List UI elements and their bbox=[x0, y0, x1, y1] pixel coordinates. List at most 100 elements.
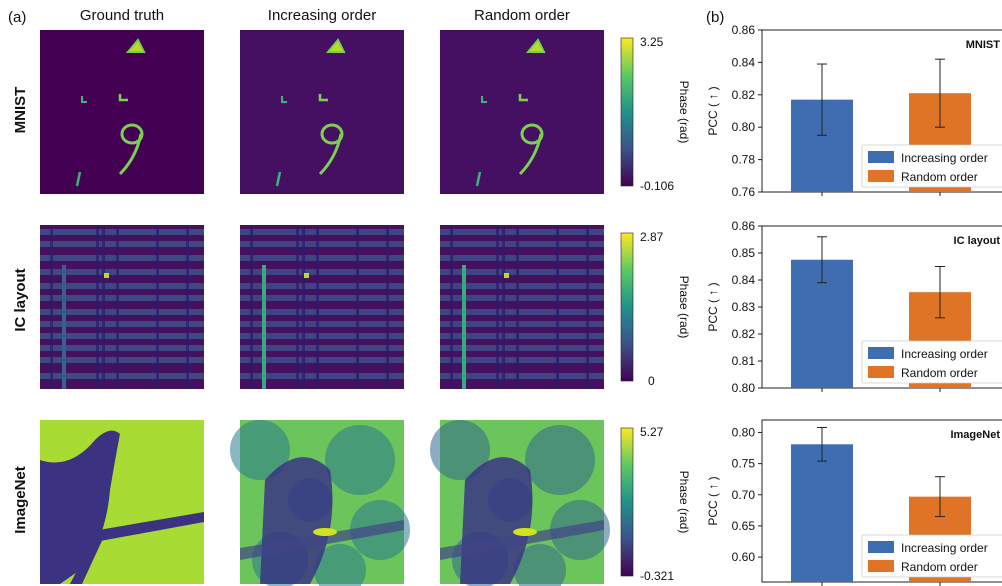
ic-horizontal-line bbox=[240, 283, 404, 289]
ic-horizontal-line bbox=[240, 241, 404, 247]
ic-horizontal-line bbox=[40, 333, 204, 339]
y-tick-label: 0.78 bbox=[732, 153, 756, 167]
y-tick-label: 0.81 bbox=[732, 354, 756, 368]
y-tick-label: 0.65 bbox=[732, 519, 756, 533]
digit-nine-loop bbox=[120, 123, 144, 145]
y-tick-label: 0.80 bbox=[732, 120, 756, 134]
ic-horizontal-line bbox=[440, 345, 604, 351]
ic-horizontal-line bbox=[440, 373, 604, 379]
ic-vertical-gap bbox=[356, 225, 359, 389]
legend-label-random-order: Random order bbox=[901, 560, 978, 574]
colorbar-min: -0.106 bbox=[640, 179, 674, 193]
image-background bbox=[40, 30, 204, 194]
legend-swatch-random-order bbox=[868, 560, 894, 572]
y-tick-label: 0.60 bbox=[732, 550, 756, 564]
ic-horizontal-line bbox=[40, 283, 204, 289]
column-header-ground-truth: Ground truth bbox=[80, 7, 164, 24]
legend: Increasing order Random order bbox=[861, 340, 1002, 384]
legend-label-random-order: Random order bbox=[901, 170, 978, 184]
phase-image-mnist-increasing-order bbox=[240, 30, 404, 194]
phase-image-mnist-ground-truth bbox=[40, 30, 204, 194]
ic-horizontal-line bbox=[240, 321, 404, 327]
y-tick-label: 0.75 bbox=[732, 457, 756, 471]
chart-title: MNIST bbox=[966, 39, 1001, 51]
texture-blob bbox=[325, 425, 395, 495]
y-tick-label: 0.82 bbox=[732, 88, 756, 102]
texture-blob bbox=[514, 544, 566, 586]
column-header-increasing-order: Increasing order bbox=[268, 7, 376, 24]
ic-horizontal-line bbox=[440, 321, 604, 327]
y-tick-label: 0.84 bbox=[732, 273, 756, 287]
colorbar-gradient bbox=[620, 37, 634, 187]
ic-vertical-gap bbox=[586, 225, 589, 389]
y-tick-label: 0.82 bbox=[732, 327, 756, 341]
digit-nine-tail bbox=[118, 133, 143, 176]
highlight-spot bbox=[313, 528, 337, 536]
ic-horizontal-line bbox=[440, 309, 604, 315]
y-tick-label: 0.86 bbox=[732, 219, 756, 233]
colorbar-imagenet: 5.27 -0.321 Phase (rad) bbox=[620, 425, 691, 583]
digit-blob-top bbox=[525, 38, 546, 53]
phase-image-mnist-random-order bbox=[440, 30, 604, 194]
ic-horizontal-line bbox=[440, 241, 604, 247]
ic-vertical-gap bbox=[296, 225, 299, 389]
y-tick-label: 0.83 bbox=[732, 300, 756, 314]
colorbar-max: 2.87 bbox=[640, 230, 664, 244]
ic-vertical-gap bbox=[316, 225, 319, 389]
colorbar-min: 0 bbox=[648, 374, 655, 388]
y-tick-label: 0.84 bbox=[732, 55, 756, 69]
phase-image-grid bbox=[40, 30, 610, 586]
digit-fragment bbox=[318, 94, 328, 102]
colorbar-ic-layout: 2.87 0 Phase (rad) bbox=[620, 230, 691, 388]
digit-fragment bbox=[118, 94, 128, 102]
phase-image-ic-layout-increasing-order bbox=[240, 225, 404, 389]
ic-horizontal-line bbox=[40, 345, 204, 351]
phase-image-imagenet-random-order bbox=[430, 420, 610, 586]
ic-horizontal-line bbox=[240, 255, 404, 261]
ic-vertical-gap bbox=[450, 225, 453, 389]
digit-fragment-bottom bbox=[75, 171, 82, 187]
ic-vertical-gap bbox=[102, 225, 105, 389]
digit-fragment-bottom bbox=[275, 171, 282, 187]
y-tick-label: 0.86 bbox=[732, 23, 756, 37]
phase-image-ic-layout-ground-truth bbox=[40, 225, 204, 389]
digit-fragment-left bbox=[481, 96, 487, 103]
ic-vertical-gap bbox=[96, 225, 99, 389]
ic-horizontal-line bbox=[440, 357, 604, 363]
colorbar-gradient bbox=[620, 232, 634, 382]
ic-horizontal-line bbox=[40, 229, 204, 235]
row-label-ic-layout: IC layout bbox=[12, 268, 29, 331]
branch-silhouette bbox=[440, 520, 604, 560]
digit-fragment-left bbox=[281, 96, 287, 103]
ic-vertical-gap bbox=[556, 225, 559, 389]
phase-image-imagenet-increasing-order bbox=[230, 420, 410, 586]
row-label-imagenet: ImageNet bbox=[12, 466, 29, 534]
colorbar-label: Phase (rad) bbox=[677, 471, 691, 534]
chart-title: ImageNet bbox=[950, 429, 1000, 441]
ic-vertical-gap bbox=[496, 225, 499, 389]
y-tick-label: 0.76 bbox=[732, 185, 756, 199]
colorbar-max: 3.25 bbox=[640, 35, 664, 49]
legend-label-increasing-order: Increasing order bbox=[901, 151, 988, 165]
colorbar-max: 5.27 bbox=[640, 425, 664, 439]
ic-vertical-gap bbox=[516, 225, 519, 389]
legend-swatch-random-order bbox=[868, 366, 894, 378]
digit-nine-loop bbox=[320, 123, 344, 145]
ic-horizontal-line bbox=[440, 269, 604, 275]
y-axis-label: PCC ( ↑ ) bbox=[706, 282, 720, 331]
bar-chart-imagenet: 0.60 0.65 0.70 0.75 0.80 PCC ( ↑ ) ImageNet Inc… bbox=[706, 419, 1002, 586]
y-tick-label: 0.80 bbox=[732, 425, 756, 439]
image-noise bbox=[440, 30, 604, 194]
phase-image-imagenet-ground-truth bbox=[40, 420, 204, 584]
colorbar-gradient bbox=[620, 427, 634, 577]
texture-blob bbox=[314, 544, 366, 586]
bar-chart-mnist: 0.76 0.78 0.80 0.82 0.84 0.86 PCC ( ↑ ) MNIST In… bbox=[706, 23, 1002, 199]
phase-image-ic-layout-random-order bbox=[440, 225, 604, 389]
legend-box bbox=[861, 144, 1002, 188]
ic-horizontal-line bbox=[240, 309, 404, 315]
plot-frame bbox=[761, 29, 1002, 193]
ic-vertical-trace bbox=[62, 265, 66, 389]
ic-vertical-trace bbox=[462, 265, 466, 389]
colorbar-label: Phase (rad) bbox=[677, 81, 691, 144]
